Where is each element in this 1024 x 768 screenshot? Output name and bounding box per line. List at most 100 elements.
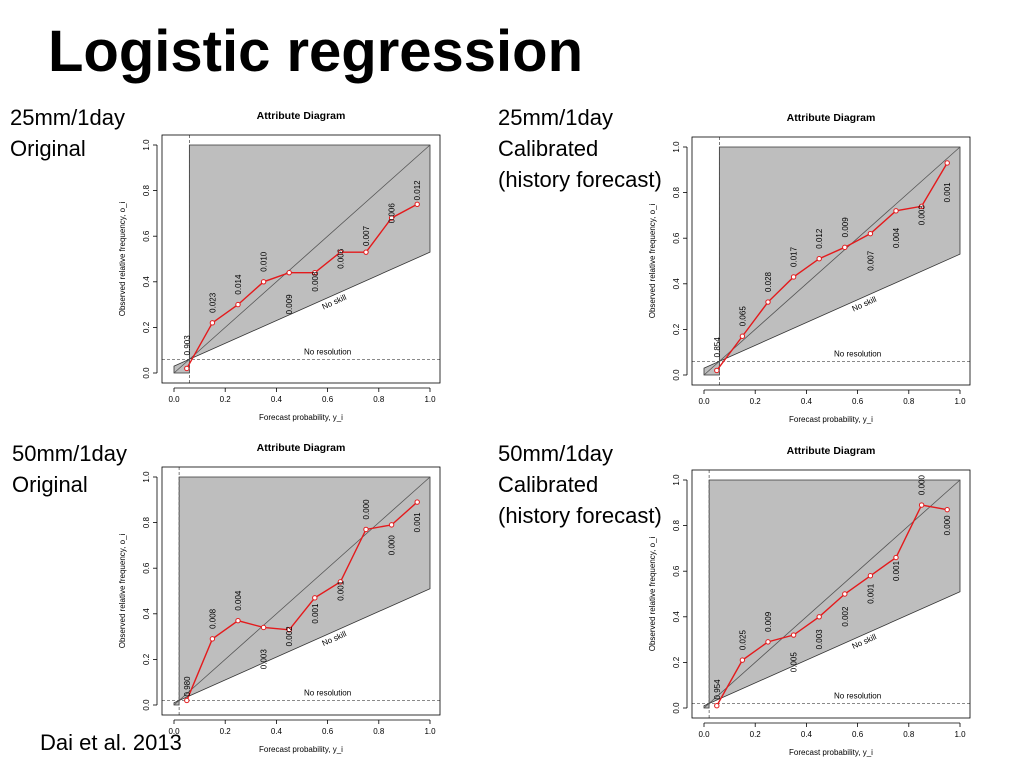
sample-frequency-label: 0.009 bbox=[764, 611, 773, 632]
y-tick-label: 0.6 bbox=[672, 565, 681, 577]
y-axis-label: Observed relative frequency, o_i bbox=[648, 536, 657, 651]
reliability-point bbox=[867, 230, 874, 237]
x-tick-label: 0.0 bbox=[698, 397, 710, 406]
sample-frequency-label: 0.004 bbox=[234, 590, 243, 611]
label-line: Calibrated bbox=[498, 136, 599, 161]
y-tick-label: 0.4 bbox=[142, 608, 151, 620]
y-tick-label: 0.8 bbox=[142, 184, 151, 196]
y-tick-label: 0.8 bbox=[142, 516, 151, 528]
reliability-point bbox=[816, 256, 822, 262]
panel-label-25mm-calibrated: 25mm/1day Calibrated (history forecast) bbox=[498, 102, 662, 195]
reliability-point bbox=[842, 591, 848, 597]
y-tick-label: 0.0 bbox=[142, 699, 151, 711]
plot-frame bbox=[161, 134, 441, 384]
perfect-reliability-line bbox=[703, 146, 961, 376]
sample-frequency-label: 0.980 bbox=[183, 676, 192, 697]
sample-frequency-label: 0.002 bbox=[841, 606, 850, 627]
sample-frequency-label: 0.006 bbox=[336, 248, 345, 269]
sample-frequency-label: 0.004 bbox=[892, 227, 901, 248]
plot-frame bbox=[691, 469, 971, 719]
no-resolution-label: No resolution bbox=[304, 688, 351, 697]
x-tick-label: 0.2 bbox=[220, 395, 232, 404]
reliability-point bbox=[184, 697, 190, 704]
reliability-curve bbox=[186, 203, 418, 369]
x-tick-label: 0.4 bbox=[271, 727, 283, 736]
sample-frequency-label: 0.006 bbox=[388, 203, 397, 224]
label-line: Original bbox=[12, 472, 88, 497]
reliability-point bbox=[790, 632, 797, 638]
x-tick-label: 0.8 bbox=[373, 395, 385, 404]
x-tick-label: 0.2 bbox=[750, 730, 762, 739]
sample-frequency-label: 0.065 bbox=[738, 306, 747, 327]
sample-frequency-label: 0.008 bbox=[208, 608, 217, 629]
reliability-point bbox=[312, 269, 318, 276]
sample-frequency-label: 0.000 bbox=[943, 515, 952, 536]
reliability-point bbox=[842, 244, 848, 251]
x-tick-label: 0.8 bbox=[903, 730, 915, 739]
y-tick-label: 0.2 bbox=[672, 656, 681, 668]
sample-frequency-label: 0.014 bbox=[234, 274, 243, 295]
x-tick-label: 0.0 bbox=[168, 395, 180, 404]
sample-frequency-label: 0.903 bbox=[183, 335, 192, 356]
reliability-point bbox=[414, 201, 420, 207]
reliability-point bbox=[790, 274, 797, 280]
perfect-reliability-line bbox=[173, 144, 431, 374]
sample-frequency-label: 0.010 bbox=[260, 251, 269, 272]
sample-frequency-label: 0.009 bbox=[841, 217, 850, 238]
sample-frequency-label: 0.001 bbox=[943, 182, 952, 203]
x-tick-label: 0.6 bbox=[852, 730, 864, 739]
y-tick-label: 0.6 bbox=[672, 232, 681, 244]
reliability-point bbox=[235, 301, 241, 308]
x-tick-label: 0.0 bbox=[168, 727, 180, 736]
reliability-point bbox=[414, 499, 420, 505]
reliability-point bbox=[918, 203, 925, 209]
y-axis-label: Observed relative frequency, o_i bbox=[648, 203, 657, 318]
reliability-point bbox=[714, 367, 720, 374]
y-tick-label: 0.6 bbox=[142, 562, 151, 574]
x-tick-label: 0.8 bbox=[903, 397, 915, 406]
reliability-point bbox=[286, 627, 292, 633]
x-tick-label: 0.2 bbox=[750, 397, 762, 406]
reliability-point bbox=[893, 554, 899, 561]
y-axis-label: Observed relative frequency, o_i bbox=[118, 201, 127, 316]
x-tick-label: 1.0 bbox=[424, 395, 436, 404]
sample-frequency-label: 0.023 bbox=[208, 292, 217, 313]
sample-frequency-label: 0.003 bbox=[918, 205, 927, 226]
reliability-point bbox=[286, 269, 292, 276]
x-axis-label: Forecast probability, y_i bbox=[789, 415, 873, 424]
reliability-point bbox=[944, 160, 950, 166]
reliability-point bbox=[388, 215, 395, 221]
chart-title: Attribute Diagram bbox=[787, 445, 876, 457]
sample-frequency-label: 0.001 bbox=[413, 512, 422, 533]
reliability-curve bbox=[716, 162, 948, 371]
reliability-point bbox=[893, 208, 899, 214]
x-tick-label: 0.4 bbox=[801, 730, 813, 739]
x-tick-label: 0.6 bbox=[852, 397, 864, 406]
x-tick-label: 0.4 bbox=[271, 395, 283, 404]
sample-frequency-label: 0.012 bbox=[815, 228, 824, 249]
reliability-point bbox=[235, 617, 241, 624]
sample-frequency-label: 0.001 bbox=[892, 560, 901, 581]
sample-frequency-label: 0.007 bbox=[866, 250, 875, 271]
y-tick-label: 0.2 bbox=[672, 323, 681, 335]
panel-label-25mm-original: 25mm/1day Original bbox=[10, 102, 125, 164]
sample-frequency-label: 0.854 bbox=[713, 337, 722, 358]
label-line: 50mm/1day bbox=[12, 441, 127, 466]
no-resolution-label: No resolution bbox=[304, 347, 351, 356]
no-resolution-label: No resolution bbox=[834, 691, 881, 700]
y-tick-label: 0.8 bbox=[672, 519, 681, 531]
x-tick-label: 0.0 bbox=[698, 730, 710, 739]
perfect-reliability-line bbox=[703, 479, 961, 709]
x-axis-label: Forecast probability, y_i bbox=[259, 745, 343, 754]
y-axis-label: Observed relative frequency, o_i bbox=[118, 533, 127, 648]
sample-frequency-label: 0.001 bbox=[866, 583, 875, 604]
y-tick-label: 0.4 bbox=[672, 278, 681, 290]
label-line: (history forecast) bbox=[498, 503, 662, 528]
reliability-point bbox=[918, 502, 925, 508]
x-tick-label: 0.6 bbox=[322, 395, 334, 404]
label-line: 50mm/1day bbox=[498, 441, 613, 466]
sample-frequency-label: 0.954 bbox=[713, 679, 722, 700]
reliability-point bbox=[944, 506, 950, 513]
